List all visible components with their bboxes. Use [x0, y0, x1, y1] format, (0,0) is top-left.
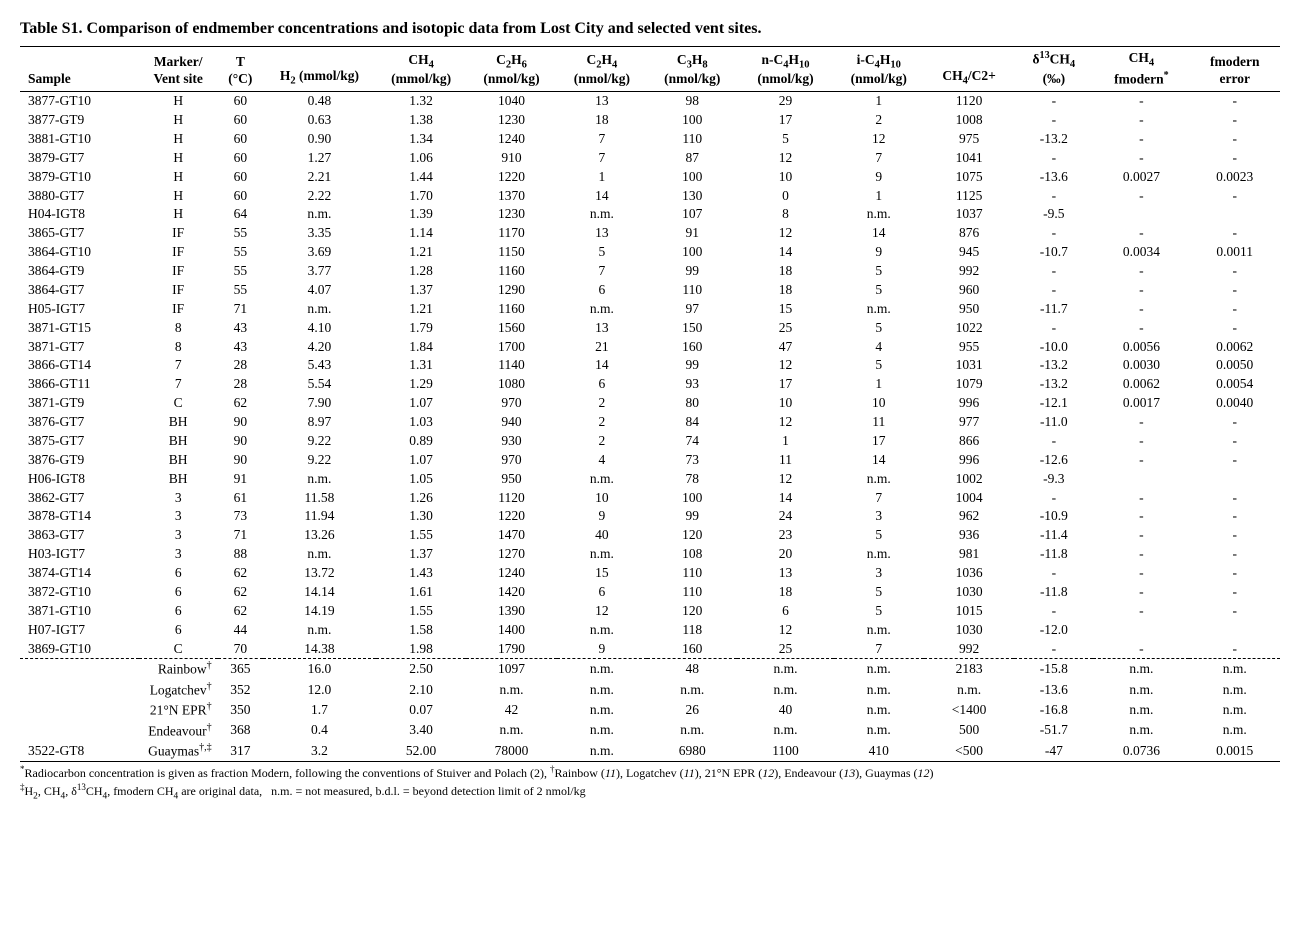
- table-row: 3866-GT117285.541.2910806931711079-13.20…: [20, 375, 1280, 394]
- table-row: 3879-GT10H602.211.44122011001091075-13.6…: [20, 168, 1280, 187]
- table-row: H06-IGT8BH91n.m.1.05950n.m.7812n.m.1002-…: [20, 470, 1280, 489]
- table-row: 3871-GT158434.101.791560131502551022---: [20, 319, 1280, 338]
- table-row: 3880-GT7H602.221.70137014130011125---: [20, 187, 1280, 206]
- col-fmoderr: fmodernerror: [1189, 47, 1280, 92]
- table-row: 3864-GT10IF553.691.2111505100149945-10.7…: [20, 243, 1280, 262]
- table-row: 3876-GT7BH908.971.039402841211977-11.0--: [20, 413, 1280, 432]
- table-row: 3864-GT9IF553.771.281160799185992---: [20, 262, 1280, 281]
- table-row: H04-IGT8H64n.m.1.391230n.m.1078n.m.1037-…: [20, 205, 1280, 224]
- table-row: 3872-GT1066214.141.61142061101851030-11.…: [20, 583, 1280, 602]
- table-row: H03-IGT7388n.m.1.371270n.m.10820n.m.981-…: [20, 545, 1280, 564]
- comparison-row: Rainbow†36516.02.501097n.m.48n.m.n.m.218…: [20, 659, 1280, 680]
- comparison-row: Logatchev†35212.02.10n.m.n.m.n.m.n.m.n.m…: [20, 680, 1280, 700]
- col-sample: Sample: [20, 47, 139, 92]
- col-ic4: i-C4H10(nmol/kg): [834, 47, 924, 92]
- comparison-row: 3522-GT8Guaymas†,‡3173.252.0078000n.m.69…: [20, 741, 1280, 762]
- table-row: 3863-GT737113.261.55147040120235936-11.4…: [20, 526, 1280, 545]
- comparison-row: 21°N EPR†3501.70.0742n.m.2640n.m.<1400-1…: [20, 700, 1280, 720]
- footnote-2: ‡H2, CH4, δ13CH4, fmodern CH4 are origin…: [20, 782, 1303, 803]
- table-row: 3865-GT7IF553.351.14117013911214876---: [20, 224, 1280, 243]
- col-d13: δ13CH4(‰): [1014, 47, 1093, 92]
- table-row: 3871-GT78434.201.84170021160474955-10.00…: [20, 338, 1280, 357]
- col-ch4: CH4(mmol/kg): [376, 47, 466, 92]
- table-row: 3871-GT1066214.191.55139012120651015---: [20, 602, 1280, 621]
- col-marker: Marker/Vent site: [139, 47, 218, 92]
- footnotes: *Radiocarbon concentration is given as f…: [20, 764, 1303, 802]
- col-h2: H2 (mmol/kg): [263, 47, 376, 92]
- table-row: 3877-GT9H600.631.381230181001721008---: [20, 111, 1280, 130]
- col-c2h6: C2H6(nmol/kg): [466, 47, 556, 92]
- comparison-row: Endeavour†3680.43.40n.m.n.m.n.m.n.m.n.m.…: [20, 721, 1280, 741]
- table-row: 3864-GT7IF554.071.3712906110185960---: [20, 281, 1280, 300]
- table-row: H07-IGT7644n.m.1.581400n.m.11812n.m.1030…: [20, 621, 1280, 640]
- table-title: Table S1. Comparison of endmember concen…: [20, 20, 1303, 38]
- col-c2h4: C2H4(nmol/kg): [557, 47, 647, 92]
- table-row: H05-IGT7IF71n.m.1.211160n.m.9715n.m.950-…: [20, 300, 1280, 319]
- col-nc4: n-C4H10(nmol/kg): [737, 47, 833, 92]
- col-ratio: CH4/C2+: [924, 47, 1014, 92]
- table-row: 3875-GT7BH909.220.89930274117866---: [20, 432, 1280, 451]
- col-t: T(°C): [218, 47, 263, 92]
- col-c3h8: C3H8(nmol/kg): [647, 47, 737, 92]
- table-row: 3877-GT10H600.481.32104013982911120---: [20, 92, 1280, 111]
- table-row: 3874-GT1466213.721.431240151101331036---: [20, 564, 1280, 583]
- table-row: 3879-GT7H601.271.069107871271041---: [20, 149, 1280, 168]
- table-row: 3871-GT9C627.901.079702801010996-12.10.0…: [20, 394, 1280, 413]
- table-row: 3862-GT736111.581.261120101001471004---: [20, 489, 1280, 508]
- header-row: Sample Marker/Vent site T(°C) H2 (mmol/k…: [20, 47, 1280, 92]
- table-row: 3869-GT10C7014.381.9817909160257992---: [20, 640, 1280, 659]
- col-fmodern: CH4fmodern*: [1093, 47, 1189, 92]
- data-table: Sample Marker/Vent site T(°C) H2 (mmol/k…: [20, 46, 1280, 762]
- table-row: 3866-GT147285.431.31114014991251031-13.2…: [20, 356, 1280, 375]
- table-row: 3878-GT1437311.941.301220999243962-10.9-…: [20, 507, 1280, 526]
- table-row: 3881-GT10H600.901.3412407110512975-13.2-…: [20, 130, 1280, 149]
- table-row: 3876-GT9BH909.221.079704731114996-12.6--: [20, 451, 1280, 470]
- footnote-1: *Radiocarbon concentration is given as f…: [20, 764, 1303, 782]
